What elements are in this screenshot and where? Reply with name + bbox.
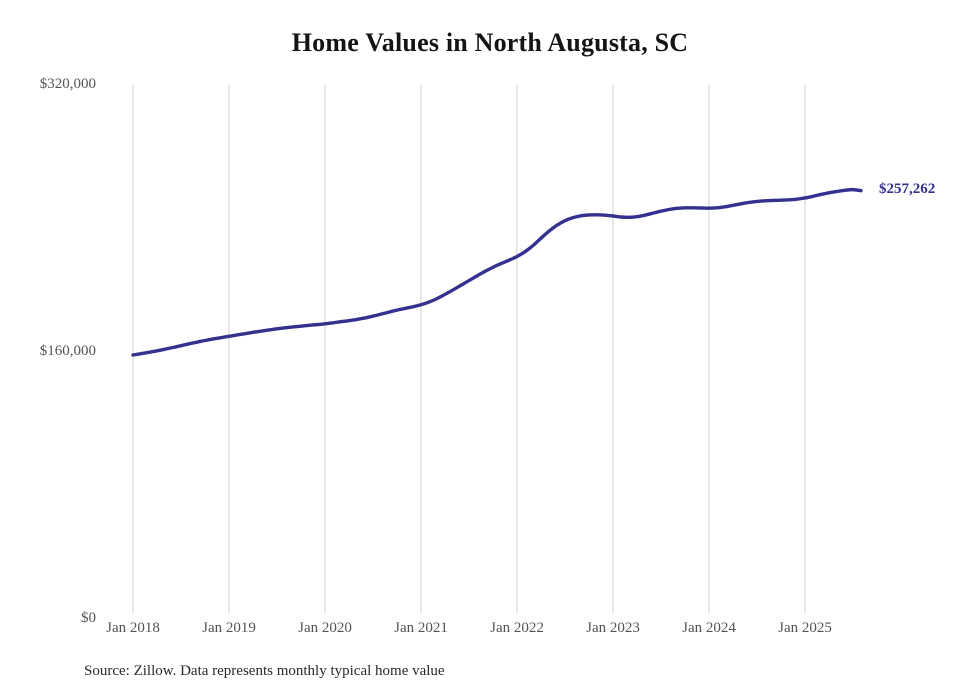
x-tick-label: Jan 2024 — [682, 620, 736, 636]
x-tick-label: Jan 2018 — [106, 620, 160, 636]
x-tick-label: Jan 2020 — [298, 620, 352, 636]
x-tick-label: Jan 2025 — [778, 620, 832, 636]
x-tick-label: Jan 2021 — [394, 620, 448, 636]
page-title: Home Values in North Augusta, SC — [291, 28, 689, 57]
y-tick-label: $320,000 — [39, 76, 96, 92]
line-chart-svg — [131, 85, 863, 613]
x-tick-label: Jan 2022 — [490, 620, 544, 636]
x-tick-label: Jan 2019 — [202, 620, 256, 636]
x-tick-label: Jan 2023 — [586, 620, 640, 636]
source-note: Source: Zillow. Data represents monthly … — [84, 663, 445, 679]
home-value-line — [131, 187, 863, 357]
plot-area: $320,000 $160,000 $0 Jan 2018 Jan 2019 Jan 2… — [39, 76, 936, 636]
y-tick-label: $160,000 — [39, 343, 96, 359]
end-value-label: $257,262 — [879, 180, 936, 197]
y-tick-label: $0 — [81, 610, 96, 626]
gridlines-group — [132, 85, 806, 613]
